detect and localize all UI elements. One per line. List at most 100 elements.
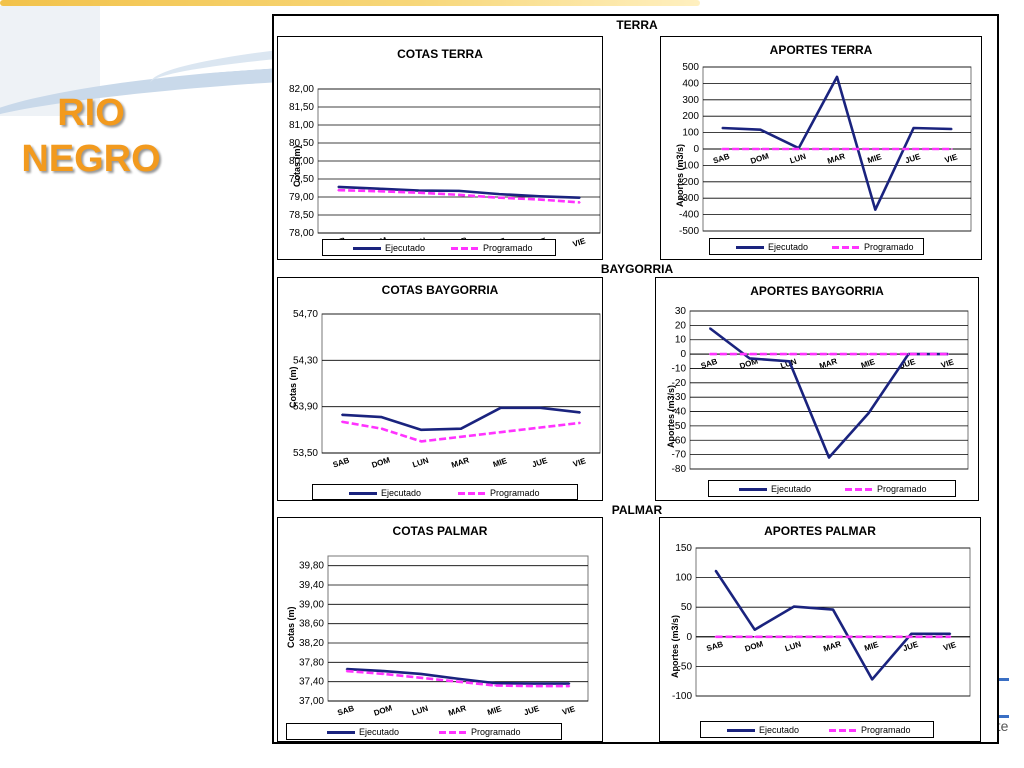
data-point-executed bbox=[793, 605, 795, 608]
data-point-programmed bbox=[341, 420, 343, 423]
chart-legend: Ejecutado Programado bbox=[312, 484, 578, 500]
y-tick-label: -40 bbox=[672, 407, 687, 418]
data-point-programmed bbox=[912, 148, 915, 150]
legend-swatch-executed bbox=[349, 492, 377, 496]
chart-cotas-terra: COTAS TERRA 78,00 78,50 79,00 79,50 80,00 80,… bbox=[277, 36, 603, 260]
chart-aportes-terra: APORTES TERRA -500 -400 -300 -200 -100 0 100 20… bbox=[660, 36, 982, 260]
data-point-programmed bbox=[947, 353, 949, 355]
chart-svg: 37,00 37,40 37,80 38,20 38,60 39,00 39,40 39,80… bbox=[286, 555, 589, 718]
data-point-executed bbox=[337, 186, 339, 188]
chart-legend: Ejecutado Programado bbox=[709, 238, 924, 255]
legend-swatch-programmed bbox=[451, 247, 479, 251]
data-point-programmed bbox=[417, 191, 420, 194]
plot-area bbox=[321, 313, 601, 454]
data-point-programmed bbox=[499, 431, 502, 433]
legend-programmed: Programado bbox=[845, 484, 927, 494]
y-tick-label: -70 bbox=[672, 450, 687, 461]
y-tick-label: -300 bbox=[679, 193, 699, 204]
data-point-programmed bbox=[753, 636, 756, 638]
y-tick-label: 78,50 bbox=[289, 210, 314, 221]
y-tick-label: 53,50 bbox=[293, 448, 318, 459]
data-point-executed bbox=[949, 633, 952, 635]
data-point-executed bbox=[382, 670, 385, 672]
legend-label-executed: Ejecutado bbox=[768, 242, 809, 252]
y-tick-label: 100 bbox=[682, 128, 699, 139]
y-axis-label: Aportes (m3/s) bbox=[670, 615, 680, 678]
x-tick-label: JUE bbox=[531, 456, 549, 470]
legend-executed: Ejecutado bbox=[353, 243, 425, 253]
data-point-executed bbox=[498, 193, 501, 195]
data-point-programmed bbox=[714, 636, 717, 638]
y-tick-label: -50 bbox=[672, 421, 687, 432]
x-tick-label: MIE bbox=[866, 152, 883, 165]
y-tick-label: 20 bbox=[675, 320, 687, 331]
data-point-programmed bbox=[457, 680, 459, 683]
legend-swatch-executed bbox=[353, 247, 381, 251]
data-point-executed bbox=[714, 569, 717, 572]
data-point-programmed bbox=[721, 148, 723, 150]
y-tick-label: -100 bbox=[679, 160, 699, 171]
chart-cotas-baygorria: COTAS BAYGORRIA 53,50 53,90 54,30 54,70 SAB D… bbox=[277, 277, 603, 501]
data-point-programmed bbox=[910, 636, 913, 638]
data-point-executed bbox=[910, 633, 913, 635]
legend-label-executed: Ejecutado bbox=[771, 484, 812, 494]
chart-legend: Ejecutado Programado bbox=[700, 721, 934, 738]
slide-title-line1: RIO bbox=[57, 92, 125, 134]
data-point-programmed bbox=[907, 353, 910, 355]
data-point-programmed bbox=[568, 685, 571, 687]
legend-swatch-programmed bbox=[845, 488, 873, 492]
y-tick-label: 80,00 bbox=[289, 156, 314, 167]
y-tick-label: 37,40 bbox=[299, 677, 324, 688]
legend-executed: Ejecutado bbox=[739, 484, 811, 494]
plot-area bbox=[689, 310, 969, 470]
y-tick-label: 0 bbox=[686, 632, 692, 643]
x-tick-label: LUN bbox=[411, 456, 430, 470]
data-point-programmed bbox=[832, 636, 834, 638]
legend-swatch-programmed bbox=[832, 246, 860, 250]
y-tick-label: 100 bbox=[675, 573, 692, 584]
data-point-programmed bbox=[460, 435, 462, 438]
data-point-programmed bbox=[531, 685, 534, 687]
data-point-programmed bbox=[345, 670, 348, 672]
x-tick-label: MAR bbox=[447, 703, 467, 717]
legend-label-programmed: Programado bbox=[471, 727, 521, 737]
background-panel-gray bbox=[0, 6, 100, 116]
data-point-programmed bbox=[494, 684, 496, 687]
x-tick-label: VIE bbox=[561, 704, 577, 717]
data-point-programmed bbox=[458, 194, 460, 196]
data-point-programmed bbox=[871, 636, 873, 638]
chart-title: APORTES BAYGORRIA bbox=[750, 284, 884, 298]
y-axis-label: Cotas (m) bbox=[286, 606, 296, 648]
y-tick-label: -20 bbox=[672, 378, 687, 389]
slide-title: RIO NEGRO bbox=[6, 90, 176, 182]
data-point-executed bbox=[568, 682, 571, 685]
legend-swatch-programmed bbox=[829, 729, 857, 733]
data-point-executed bbox=[538, 195, 541, 198]
data-point-executed bbox=[380, 416, 383, 418]
data-point-executed bbox=[460, 427, 462, 430]
y-tick-label: 78,00 bbox=[289, 228, 314, 239]
legend-label-programmed: Programado bbox=[877, 484, 927, 494]
data-point-executed bbox=[417, 189, 420, 192]
data-point-executed bbox=[912, 127, 915, 129]
data-point-programmed bbox=[949, 636, 952, 638]
data-point-executed bbox=[458, 190, 460, 192]
legend-label-executed: Ejecutado bbox=[385, 243, 426, 253]
chart-title: COTAS TERRA bbox=[397, 47, 483, 61]
y-tick-label: 37,00 bbox=[299, 696, 324, 707]
x-tick-label: JUE bbox=[523, 704, 541, 718]
data-point-programmed bbox=[951, 148, 953, 150]
data-point-executed bbox=[748, 357, 751, 360]
data-point-programmed bbox=[377, 190, 380, 193]
data-point-executed bbox=[420, 673, 422, 675]
background-swoosh-gold bbox=[0, 0, 700, 6]
y-tick-label: -30 bbox=[672, 392, 687, 403]
chart-legend: Ejecutado Programado bbox=[708, 480, 956, 497]
chart-title: APORTES PALMAR bbox=[764, 524, 876, 538]
data-point-programmed bbox=[420, 440, 423, 443]
data-point-executed bbox=[721, 127, 723, 129]
chart-cotas-palmar: COTAS PALMAR 37,00 37,40 37,80 38,20 38,60 39… bbox=[277, 517, 603, 742]
data-point-programmed bbox=[538, 198, 541, 201]
legend-programmed: Programado bbox=[458, 488, 540, 498]
